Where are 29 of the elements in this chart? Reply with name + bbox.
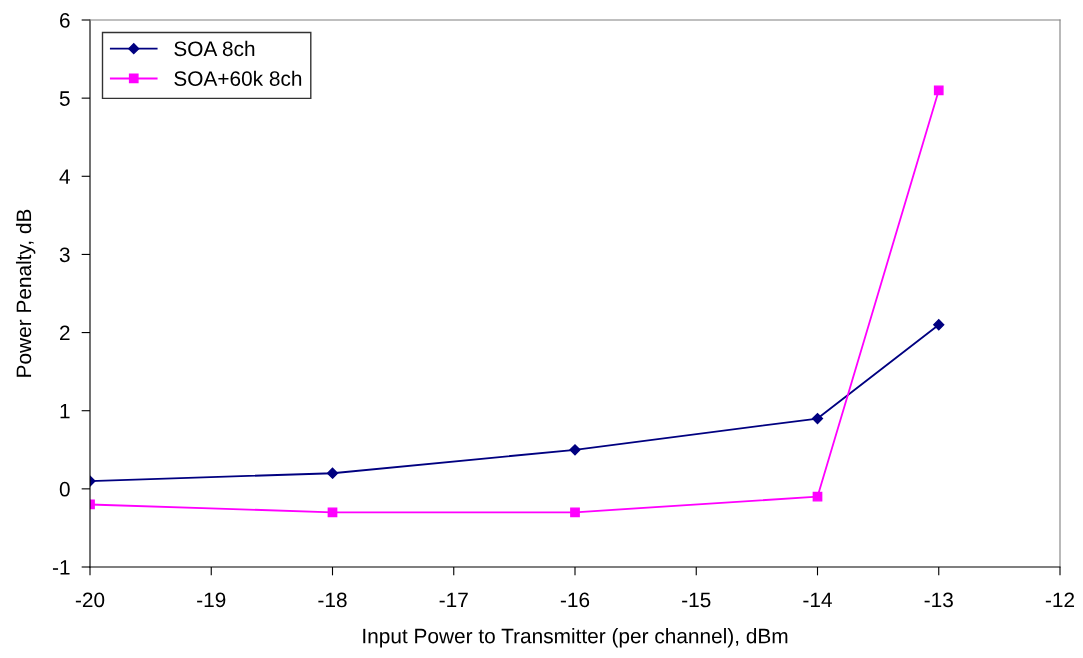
y-tick-label: 5 <box>59 91 70 106</box>
x-tick-label: -16 <box>560 592 590 608</box>
x-tick-label: -15 <box>682 592 711 608</box>
x-tick-label: -20 <box>75 592 105 608</box>
point <box>933 319 945 331</box>
x-axis-title: Input Power to Transmitter (per channel), dBm <box>363 628 788 648</box>
y-tick-label: 6 <box>60 13 70 28</box>
y-tick-label: -1 <box>52 560 70 575</box>
x-tick-label: -17 <box>439 592 468 608</box>
legend-label: SOA+60k 8ch <box>174 70 302 86</box>
point <box>933 85 944 96</box>
x-tick-label: -12 <box>1045 592 1075 608</box>
y-tick-label: 2 <box>60 325 70 341</box>
x-tick-label: -19 <box>197 592 226 608</box>
y-axis-title: Power Penalty, dB <box>15 209 36 377</box>
legend-label: SOA 8ch <box>174 40 255 57</box>
point <box>326 467 339 479</box>
x-tick-label: -13 <box>924 592 953 608</box>
point <box>327 507 338 518</box>
point <box>811 412 824 425</box>
y-tick-label: 0 <box>59 481 70 497</box>
y-tick-label: 3 <box>59 247 70 263</box>
point <box>569 444 581 456</box>
point <box>812 491 823 502</box>
x-tick-label: -18 <box>318 592 347 608</box>
y-tick-label: 4 <box>59 169 70 184</box>
x-tick-label: -14 <box>803 592 832 608</box>
point <box>570 507 580 518</box>
y-tick-label: 1 <box>60 403 70 419</box>
